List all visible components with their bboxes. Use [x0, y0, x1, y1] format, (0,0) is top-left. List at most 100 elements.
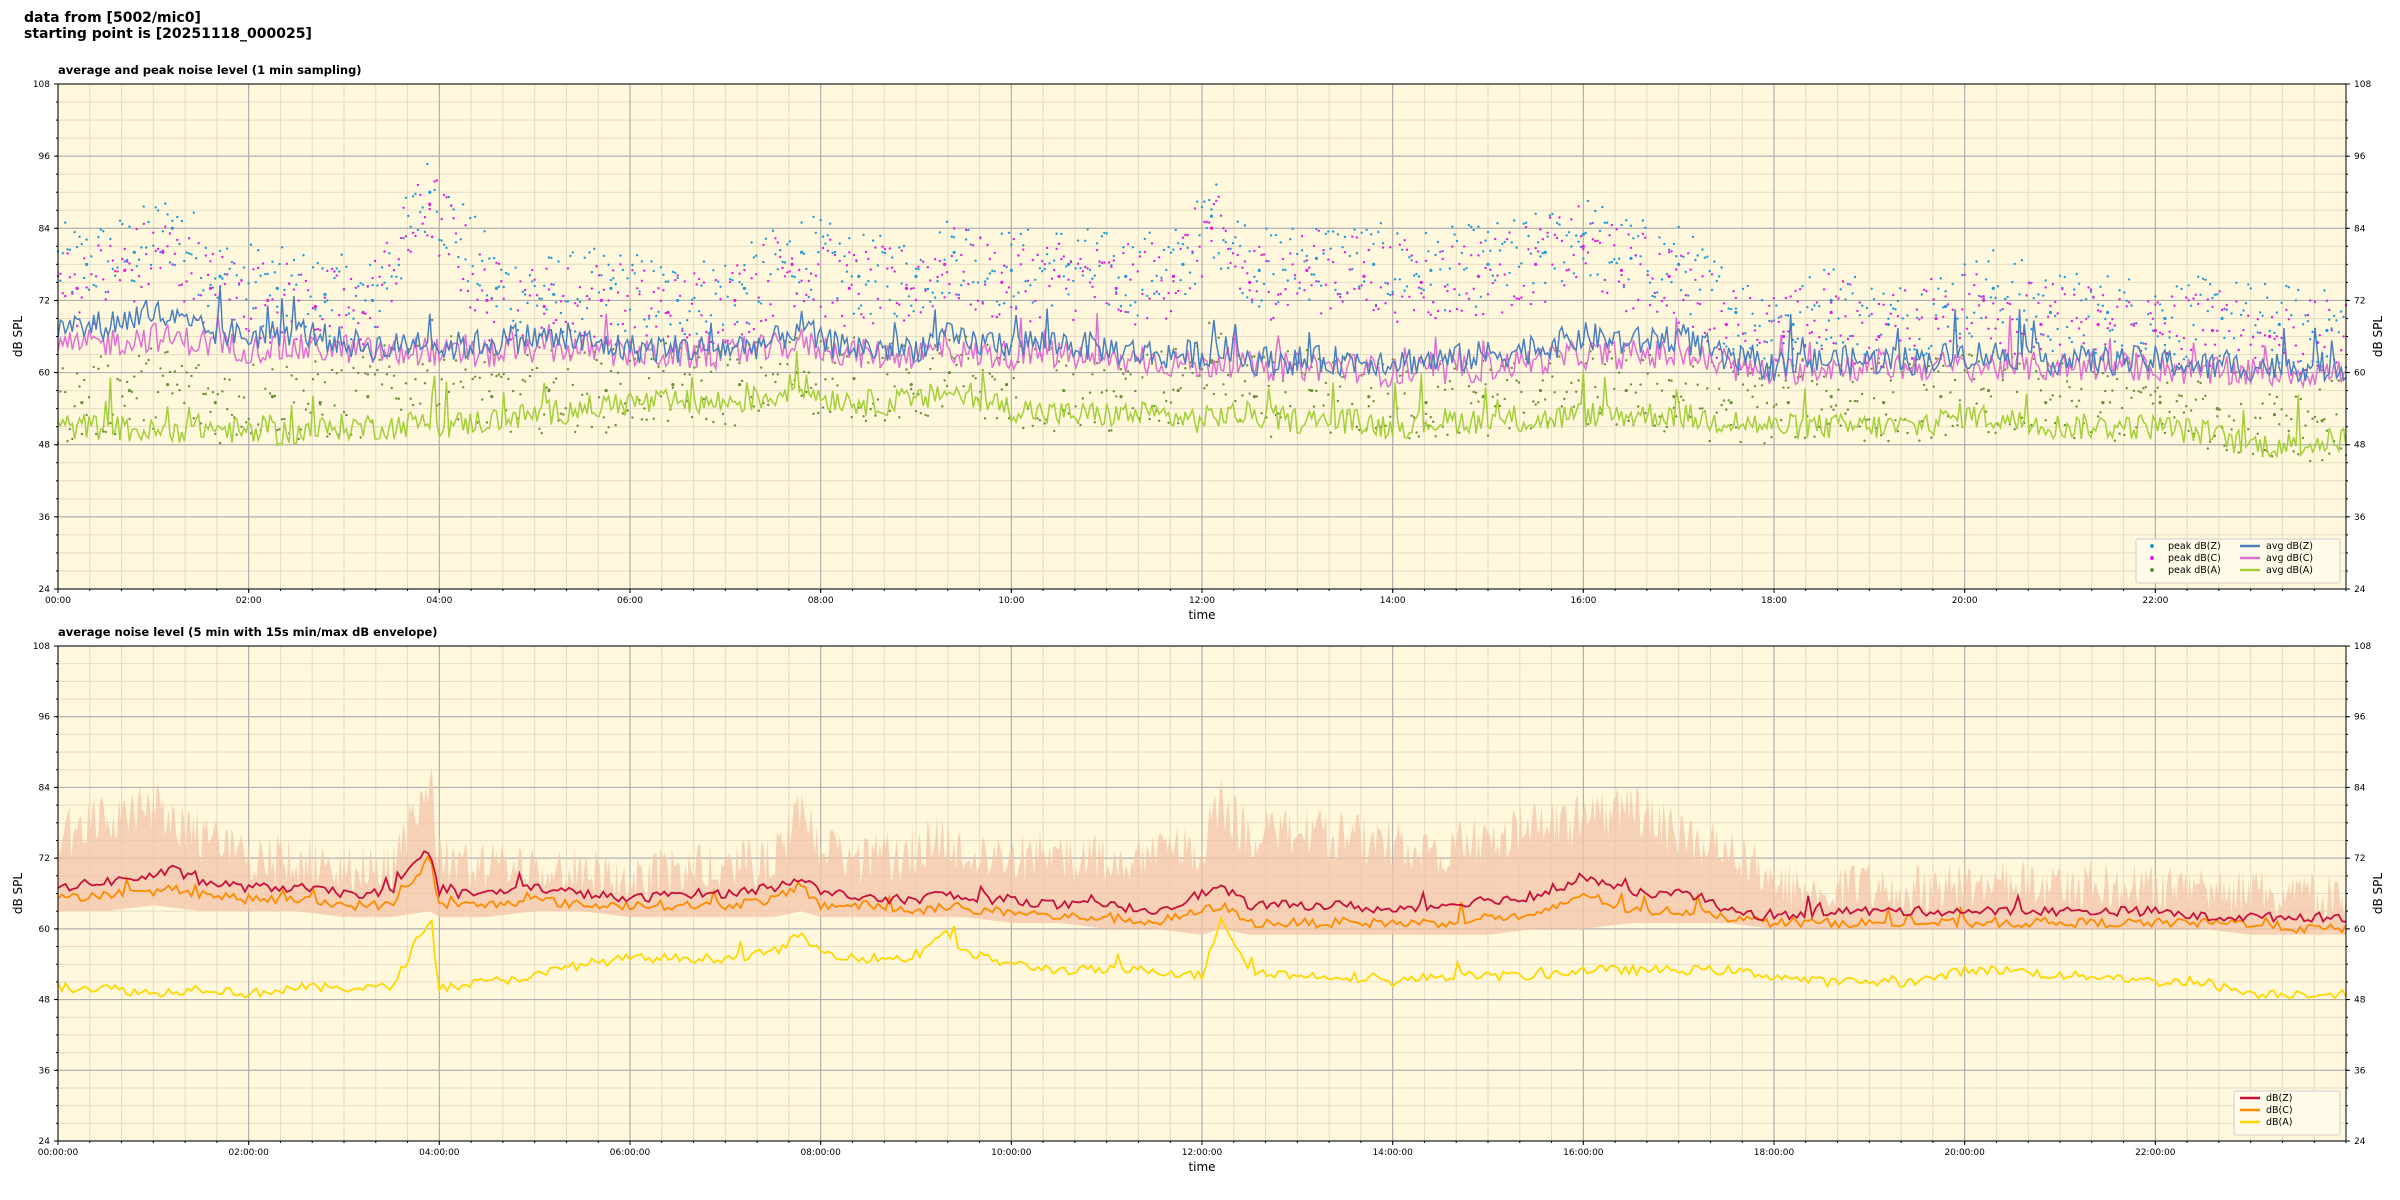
peak-point: [1911, 357, 1914, 360]
peak-point: [864, 283, 868, 286]
peak-point: [1448, 310, 1452, 313]
peak-point: [972, 374, 975, 378]
peak-point: [1963, 263, 1966, 266]
peak-point: [2080, 387, 2083, 391]
peak-point: [1741, 383, 1745, 386]
peak-point: [1763, 357, 1766, 360]
y-tick-label-right: 72: [2354, 296, 2365, 306]
peak-point: [275, 286, 279, 291]
peak-point: [2301, 352, 2305, 356]
peak-point: [1877, 361, 1881, 365]
peak-point: [1141, 292, 1144, 296]
peak-point: [1660, 389, 1664, 392]
peak-point: [2192, 297, 2195, 300]
peak-point: [1598, 241, 1602, 244]
peak-point: [230, 260, 234, 264]
peak-point: [457, 265, 460, 269]
peak-point: [814, 383, 818, 386]
peak-point: [1629, 224, 1633, 227]
peak-point: [874, 246, 877, 249]
peak-point: [740, 379, 744, 383]
peak-point: [209, 283, 212, 286]
peak-point: [1081, 270, 1085, 273]
peak-point: [1215, 360, 1218, 364]
peak-point: [1632, 237, 1635, 240]
peak-point: [531, 280, 534, 283]
peak-point: [271, 260, 274, 263]
peak-point: [557, 260, 560, 263]
peak-point: [774, 380, 777, 384]
peak-point: [964, 238, 968, 241]
peak-point: [883, 247, 887, 251]
peak-point: [1682, 298, 1685, 302]
peak-point: [2132, 322, 2136, 325]
peak-point: [1250, 301, 1254, 304]
peak-point: [2044, 401, 2048, 405]
peak-point: [1942, 364, 1945, 367]
peak-point: [1791, 322, 1795, 327]
y-axis-label: dB SPL: [11, 316, 25, 358]
peak-point: [2054, 314, 2057, 318]
peak-point: [1560, 405, 1564, 408]
peak-point: [662, 289, 665, 292]
peak-point: [442, 193, 446, 197]
peak-point: [1610, 223, 1614, 227]
peak-point: [473, 375, 477, 378]
peak-point: [347, 312, 350, 315]
peak-point: [1734, 296, 1738, 300]
peak-point: [140, 285, 143, 289]
peak-point: [1703, 331, 1707, 335]
peak-point: [1084, 239, 1087, 242]
peak-point: [2094, 351, 2097, 355]
peak-point: [1515, 379, 1518, 382]
peak-point: [168, 261, 172, 264]
y-tick-label-right: 72: [2354, 854, 2365, 864]
peak-point: [2199, 293, 2202, 296]
peak-point: [1665, 425, 1669, 429]
peak-point: [852, 312, 856, 315]
peak-point: [438, 238, 441, 242]
peak-point: [128, 262, 131, 265]
peak-point: [798, 281, 801, 284]
peak-point: [361, 343, 365, 346]
peak-point: [376, 284, 379, 287]
peak-point: [1653, 424, 1657, 427]
peak-point: [2185, 405, 2188, 408]
peak-point: [1419, 280, 1423, 284]
peak-point: [228, 378, 231, 381]
peak-point: [585, 392, 589, 395]
peak-point: [457, 255, 460, 259]
peak-point: [395, 282, 398, 285]
peak-point: [576, 424, 579, 427]
peak-point: [214, 293, 217, 296]
peak-point: [2106, 327, 2109, 330]
peak-point: [1834, 295, 1838, 298]
peak-point: [116, 270, 119, 273]
peak-point: [1088, 268, 1092, 272]
peak-point: [462, 386, 465, 389]
peak-point: [259, 274, 262, 277]
peak-point: [1300, 235, 1304, 238]
peak-point: [1896, 315, 1900, 318]
peak-point: [533, 278, 536, 281]
peak-point: [1839, 288, 1842, 291]
peak-point: [1260, 412, 1263, 415]
peak-point: [80, 296, 84, 299]
peak-point: [1324, 232, 1328, 235]
peak-point: [962, 270, 965, 273]
peak-point: [585, 294, 589, 298]
peak-point: [1503, 397, 1506, 401]
peak-point: [1112, 254, 1116, 258]
peak-point: [869, 312, 872, 316]
peak-point: [709, 370, 713, 373]
peak-point: [1122, 246, 1125, 249]
peak-point: [2254, 324, 2257, 327]
peak-point: [2018, 293, 2021, 296]
peak-point: [2237, 348, 2240, 352]
peak-point: [354, 294, 358, 298]
peak-point: [821, 246, 825, 250]
peak-point: [202, 392, 205, 396]
peak-point: [1446, 283, 1449, 286]
peak-point: [2163, 316, 2167, 321]
peak-point: [1053, 268, 1056, 272]
